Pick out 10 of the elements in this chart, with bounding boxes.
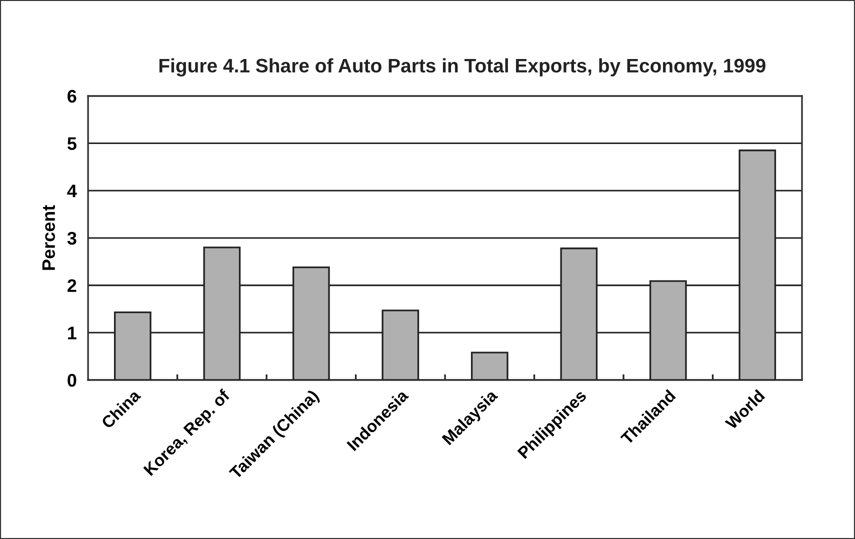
y-tick-label: 5 bbox=[67, 137, 76, 150]
y-tick-label: 0 bbox=[68, 374, 76, 387]
y-tick-label: 1 bbox=[68, 326, 76, 340]
y-axis-title: Percent bbox=[42, 205, 56, 270]
y-tick-label: 2 bbox=[68, 279, 76, 292]
bar bbox=[470, 352, 508, 380]
y-tick-label: 3 bbox=[67, 232, 76, 245]
chart-title: Figure 4.1 Share of Auto Parts in Total Exports, by Economy, 1999 bbox=[159, 58, 766, 76]
y-tick-label: 6 bbox=[68, 90, 76, 103]
y-tick-label: 4 bbox=[67, 184, 77, 198]
